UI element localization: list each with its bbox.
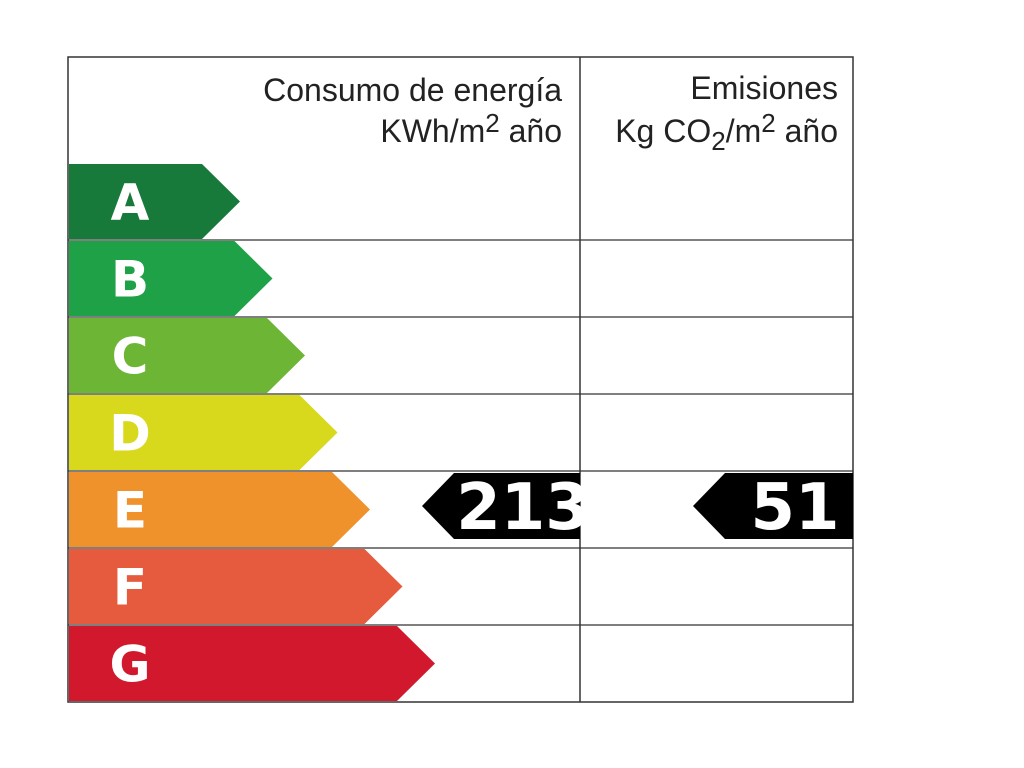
rating-arrow [69, 241, 273, 316]
rating-arrow [69, 626, 435, 701]
unit-part: 2 [761, 108, 775, 138]
rating-arrow [69, 318, 305, 393]
emissions-value: 51 [750, 471, 839, 545]
rating-arrow [69, 472, 370, 547]
unit-part: 2 [485, 108, 499, 138]
unit-part: /m [726, 113, 762, 149]
consumption-value: 213 [456, 471, 590, 545]
rating-arrow [69, 549, 403, 624]
emissions-title: Emisiones [690, 70, 838, 106]
rating-letter: E [113, 482, 147, 540]
emissions-unit: Kg CO2/m2 año [615, 108, 838, 156]
consumption-title: Consumo de energía [263, 72, 562, 108]
rating-arrow [69, 395, 338, 470]
unit-part: KWh/m [380, 113, 485, 149]
rating-letter: A [111, 174, 150, 232]
unit-part: Kg CO [615, 113, 711, 149]
consumption-indicator [422, 473, 580, 539]
rating-arrow [69, 164, 240, 239]
rating-letter: B [111, 251, 149, 309]
unit-part: año [776, 113, 838, 149]
rating-letter: G [109, 636, 150, 694]
rating-letter: F [113, 559, 147, 617]
unit-part: año [500, 113, 562, 149]
unit-part: 2 [711, 126, 725, 156]
rating-letter: C [112, 328, 149, 386]
emissions-indicator [693, 473, 853, 539]
consumption-unit: KWh/m2 año [380, 108, 562, 149]
rating-letter: D [109, 405, 151, 463]
